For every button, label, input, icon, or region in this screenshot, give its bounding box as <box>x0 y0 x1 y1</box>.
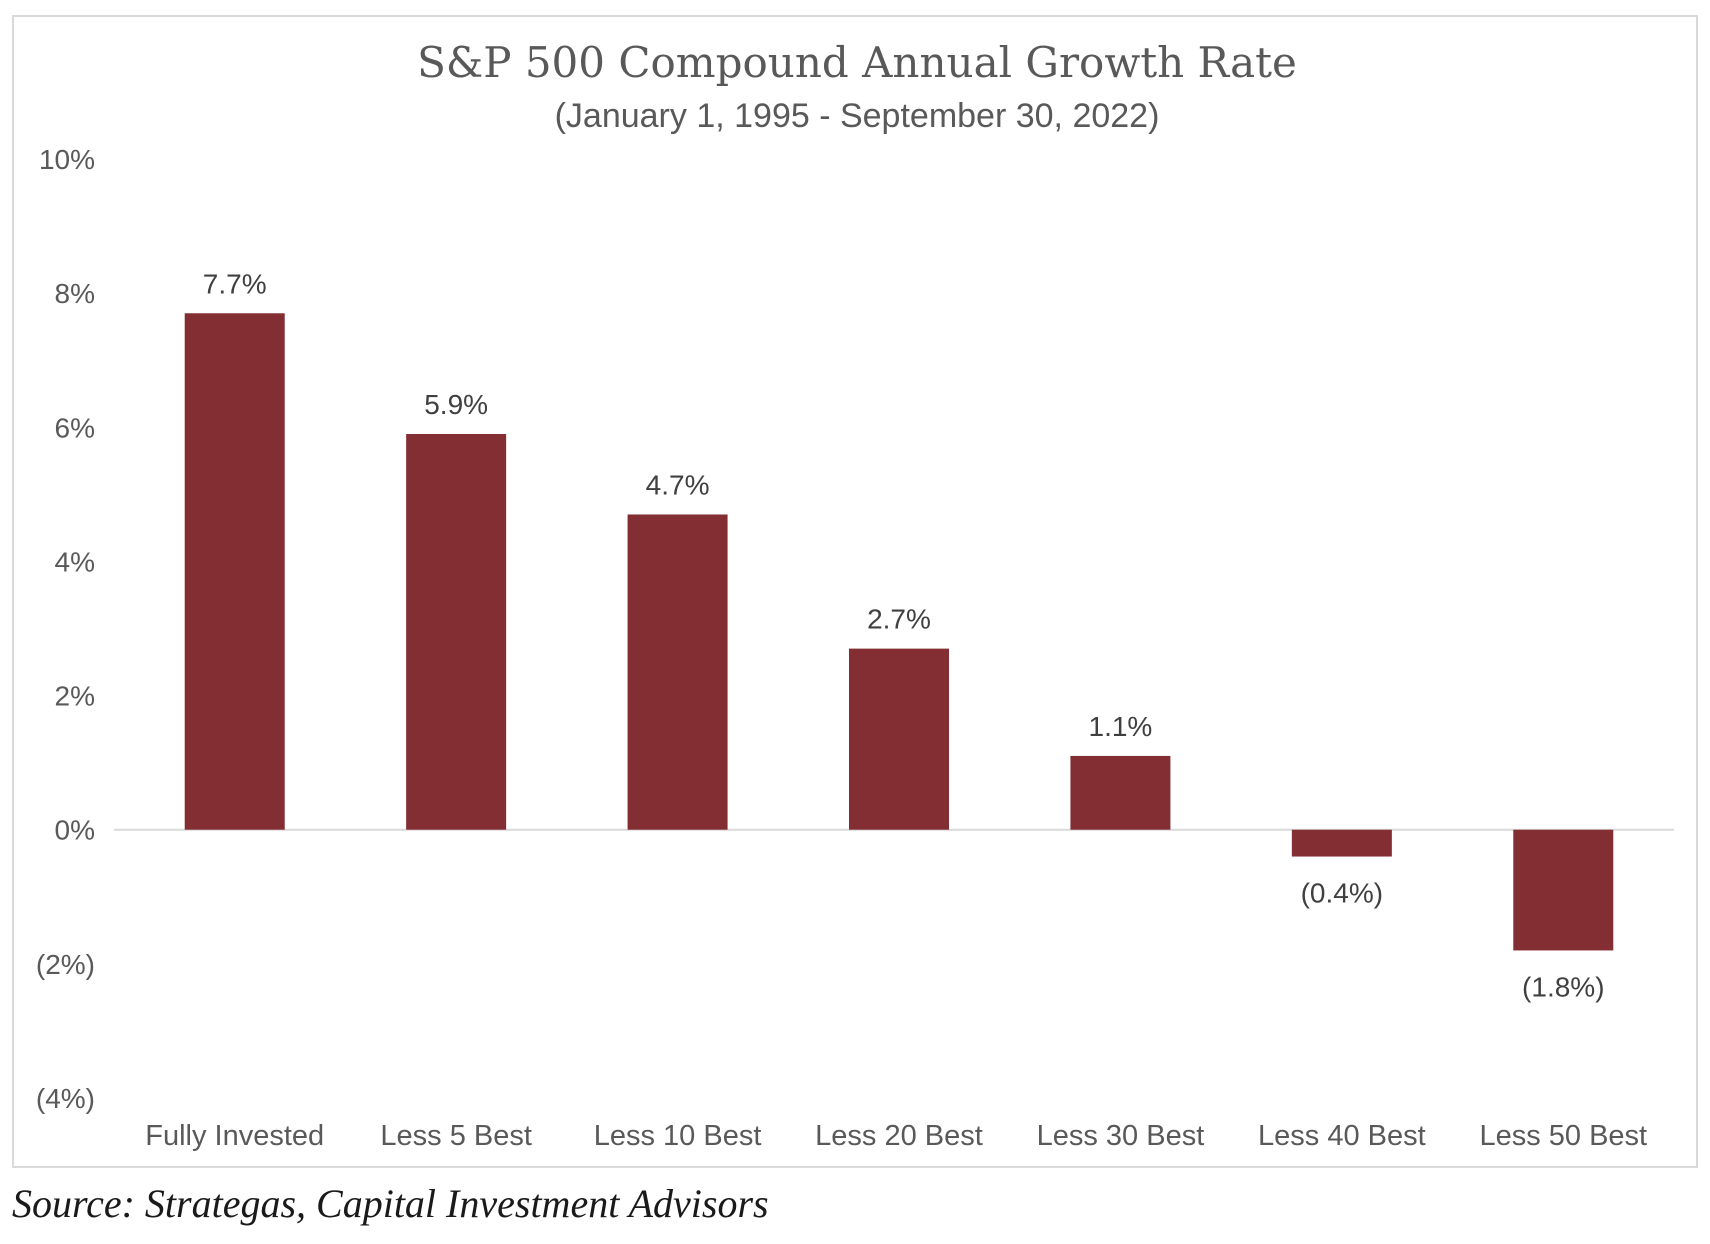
bar <box>627 514 728 830</box>
source-note: Source: Strategas, Capital Investment Ad… <box>12 1181 769 1226</box>
data-label: (1.8%) <box>1522 971 1604 1002</box>
bar <box>1070 755 1171 830</box>
y-tick-label: 6% <box>55 412 95 443</box>
x-category-label: Less 50 Best <box>1479 1120 1647 1152</box>
y-tick-label: 10% <box>39 144 95 175</box>
y-tick-label: (2%) <box>36 949 95 980</box>
x-category-label: Less 10 Best <box>594 1120 762 1152</box>
y-tick-label: 8% <box>55 278 95 309</box>
x-category-label: Less 20 Best <box>815 1120 983 1152</box>
bar-chart: S&P 500 Compound Annual Growth Rate (Jan… <box>36 38 1674 1152</box>
data-label: 5.9% <box>424 389 488 420</box>
bar <box>1291 829 1392 857</box>
y-axis: 10% 8% 6% 4% 2% 0% (2%) (4%) <box>36 144 95 1114</box>
y-tick-label: (4%) <box>36 1083 95 1114</box>
x-category-label: Less 5 Best <box>380 1120 532 1152</box>
data-label: 1.1% <box>1089 711 1153 742</box>
x-category-label: Less 40 Best <box>1258 1120 1426 1152</box>
x-category-label: Less 30 Best <box>1037 1120 1205 1152</box>
chart-subtitle: (January 1, 1995 - September 30, 2022) <box>555 97 1160 135</box>
y-tick-label: 4% <box>55 546 95 577</box>
data-labels: 7.7% 5.9% 4.7% 2.7% 1.1% (0.4%) (1.8%) <box>203 268 1605 1002</box>
bar <box>406 433 507 830</box>
bars <box>184 313 1614 951</box>
y-tick-label: 0% <box>55 815 95 846</box>
chart-title: S&P 500 Compound Annual Growth Rate <box>417 38 1297 87</box>
bar <box>1513 829 1614 951</box>
data-label: 2.7% <box>867 604 931 635</box>
data-label: 7.7% <box>203 268 267 299</box>
chart-frame: S&P 500 Compound Annual Growth Rate (Jan… <box>12 15 1698 1168</box>
y-tick-label: 2% <box>55 681 95 712</box>
data-label: (0.4%) <box>1301 878 1383 909</box>
x-category-label: Fully Invested <box>145 1120 324 1152</box>
bar <box>849 648 949 830</box>
bar <box>184 313 285 830</box>
x-axis: Fully Invested Less 5 Best Less 10 Best Les… <box>145 1120 1647 1152</box>
data-label: 4.7% <box>646 469 710 500</box>
